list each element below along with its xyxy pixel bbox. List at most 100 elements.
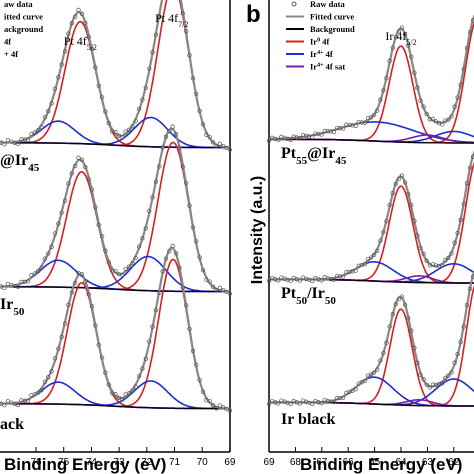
raw-data-point xyxy=(140,366,145,371)
raw-data-point xyxy=(406,315,411,321)
panel-a-curves xyxy=(0,0,233,413)
fitted-curve xyxy=(0,127,230,293)
raw-data-point xyxy=(452,360,457,365)
raw-data-point xyxy=(79,157,85,162)
raw-data-point xyxy=(96,342,101,348)
raw-data-point xyxy=(378,97,383,102)
raw-data-point xyxy=(353,268,358,273)
raw-data-point xyxy=(461,201,466,207)
raw-data-point xyxy=(458,339,463,345)
raw-data-point xyxy=(409,54,414,59)
raw-data-point xyxy=(227,408,233,413)
raw-data-point xyxy=(279,398,284,403)
raw-data-point xyxy=(341,126,346,131)
sample-label: Ir50 xyxy=(0,296,25,318)
raw-data-point xyxy=(52,86,58,91)
legend-entry: itted curve xyxy=(4,12,43,22)
raw-data-point xyxy=(467,286,473,291)
raw-data-point xyxy=(415,85,420,90)
raw-data-point xyxy=(32,271,37,276)
raw-data-point xyxy=(446,255,451,260)
raw-data-point xyxy=(375,367,380,372)
sample-label: @Ir45 xyxy=(0,152,40,174)
x-tick-label: 68 xyxy=(290,457,302,468)
raw-data-point xyxy=(436,382,442,387)
raw-data-point xyxy=(319,132,324,137)
raw-data-point xyxy=(291,276,296,281)
raw-data-point xyxy=(464,303,470,308)
raw-data-point xyxy=(163,256,169,261)
raw-data-point xyxy=(194,362,199,367)
raw-data-point xyxy=(29,131,34,137)
raw-data-point xyxy=(446,373,451,378)
raw-data-point xyxy=(180,285,185,290)
raw-data-point xyxy=(279,134,284,140)
raw-data-point xyxy=(455,95,460,100)
raw-data-point xyxy=(153,32,159,37)
raw-data-point xyxy=(0,284,4,289)
raw-data-point xyxy=(207,134,212,140)
raw-data-point xyxy=(390,45,395,50)
raw-data-point xyxy=(157,14,162,19)
raw-data-point xyxy=(126,127,132,132)
raw-data-point xyxy=(436,263,442,269)
raw-data-point xyxy=(300,275,306,280)
raw-data-point xyxy=(19,279,24,285)
peak-label: Ir 4f5/2 xyxy=(385,29,416,47)
raw-data-point xyxy=(384,76,389,81)
raw-data-point xyxy=(126,264,132,269)
raw-data-point xyxy=(59,62,64,67)
raw-data-point xyxy=(73,14,78,19)
raw-data-point xyxy=(353,123,358,128)
raw-data-point xyxy=(378,238,383,243)
raw-data-point xyxy=(167,249,172,254)
raw-data-point xyxy=(467,165,473,171)
raw-data-point xyxy=(387,58,392,63)
raw-data-point xyxy=(123,266,128,272)
raw-data-point xyxy=(73,280,78,286)
legend-entry: Ir4+ 4f sat xyxy=(310,62,345,72)
raw-data-point xyxy=(288,137,293,142)
raw-data-point xyxy=(458,217,463,222)
raw-data-point xyxy=(153,307,159,313)
raw-data-point xyxy=(461,324,466,329)
raw-data-point xyxy=(197,108,202,114)
raw-data-point xyxy=(103,109,108,114)
raw-data-point xyxy=(190,225,196,230)
raw-data-point xyxy=(36,128,41,133)
raw-data-point xyxy=(116,395,122,400)
raw-data-point xyxy=(99,234,105,239)
raw-data-point xyxy=(86,176,91,182)
raw-data-point xyxy=(214,406,219,411)
panel-a: 76 75 74 73 72 71 70 69 aw data itted curve ackgr… xyxy=(0,0,236,474)
raw-data-point xyxy=(52,356,58,361)
raw-data-point xyxy=(184,180,189,186)
raw-data-point xyxy=(210,403,216,408)
raw-data-point xyxy=(291,134,296,139)
raw-data-point xyxy=(76,7,81,13)
raw-data-point xyxy=(371,370,377,375)
raw-data-point xyxy=(49,101,54,106)
raw-data-point xyxy=(313,276,318,281)
peak-label: Pt 4f7/2 xyxy=(155,11,188,29)
raw-data-point xyxy=(350,269,355,274)
panel-b-x-axis-label: Binding Energy (eV) xyxy=(300,455,462,474)
raw-data-point xyxy=(194,239,199,244)
raw-data-point xyxy=(402,302,408,307)
raw-data-point xyxy=(46,375,51,380)
background-curve xyxy=(0,286,230,293)
raw-data-point xyxy=(449,370,454,375)
raw-data-point xyxy=(214,288,219,293)
raw-data-point xyxy=(440,263,445,268)
raw-data-point xyxy=(36,390,41,395)
raw-data-point xyxy=(69,171,74,176)
raw-data-point xyxy=(170,243,175,249)
panel-b-legend: Raw data Fitted curve Background Ir0 4f Ir4+… xyxy=(286,0,355,72)
sample-label: ack xyxy=(0,416,24,433)
legend-entry: Ir4+ 4f xyxy=(310,49,333,59)
raw-data-point xyxy=(59,334,64,339)
raw-data-point xyxy=(62,321,68,326)
raw-data-point xyxy=(331,399,337,405)
raw-data-point xyxy=(399,294,405,299)
raw-data-point xyxy=(221,405,226,410)
